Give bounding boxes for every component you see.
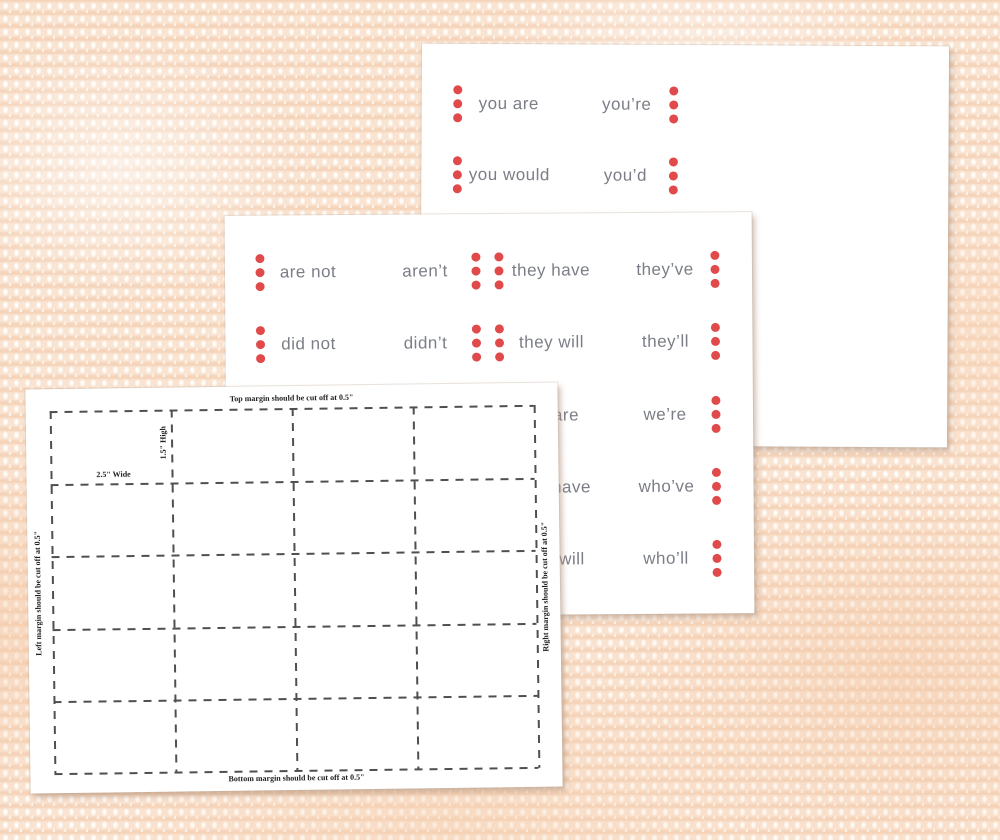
flashcard-word: you would <box>468 164 550 185</box>
flashcard-word: did not <box>281 334 336 354</box>
flashcard-word: they have <box>511 260 591 280</box>
flashcard-contraction: didn’t <box>403 333 448 353</box>
flashcard-word: you are <box>478 93 539 114</box>
flashcard-contraction: who’ve <box>638 476 695 496</box>
cut-dots-icon <box>494 252 504 290</box>
cut-dots-icon <box>471 252 481 290</box>
left-margin-label: Left margin should be cut off at 0.5" <box>32 530 44 656</box>
cut-dots-icon <box>669 86 679 124</box>
cut-line-vertical <box>533 404 540 768</box>
top-margin-label: Top margin should be cut off at 0.5" <box>229 392 354 404</box>
cut-line-vertical <box>170 409 177 773</box>
cut-dots-icon <box>255 254 265 292</box>
cut-dots-icon <box>711 395 721 433</box>
cut-dots-icon <box>452 156 462 194</box>
cut-dots-icon <box>668 157 678 195</box>
cut-dots-icon <box>494 324 505 362</box>
cut-line-vertical <box>291 407 298 771</box>
cutting-template-sheet: Top margin should be cut off at 0.5" Bot… <box>25 382 563 794</box>
cell-height-label: 1.5" High <box>158 425 168 460</box>
right-margin-label: Right margin should be cut off at 0.5" <box>539 521 551 652</box>
cut-dots-icon <box>453 85 463 123</box>
cut-dots-icon <box>711 467 722 505</box>
flashcard-row: you are you’re <box>422 44 949 124</box>
flashcard-word: they will <box>518 332 585 352</box>
flashcard-word: are not <box>279 262 337 282</box>
cut-dots-icon <box>471 324 482 362</box>
cut-dots-icon <box>255 326 266 364</box>
cell-width-label: 2.5" Wide <box>96 469 131 480</box>
flashcard-contraction: you’re <box>602 94 652 114</box>
bottom-margin-label: Bottom margin should be cut off at 0.5" <box>228 772 365 784</box>
cut-dots-icon <box>712 539 722 577</box>
flashcard-contraction: they’ve <box>636 259 694 279</box>
flashcard-contraction: who’ll <box>643 548 689 568</box>
cut-dots-icon <box>710 250 720 288</box>
flashcard-contraction: you’d <box>603 165 647 185</box>
flashcard-row: you would you’d <box>422 44 949 195</box>
cut-line-vertical <box>49 411 56 775</box>
flashcard-contraction: aren’t <box>402 261 448 281</box>
flashcard-contraction: we’re <box>643 404 687 424</box>
cut-line-vertical <box>412 406 419 770</box>
cut-dots-icon <box>710 322 721 360</box>
flashcard-contraction: they’ll <box>641 331 690 351</box>
